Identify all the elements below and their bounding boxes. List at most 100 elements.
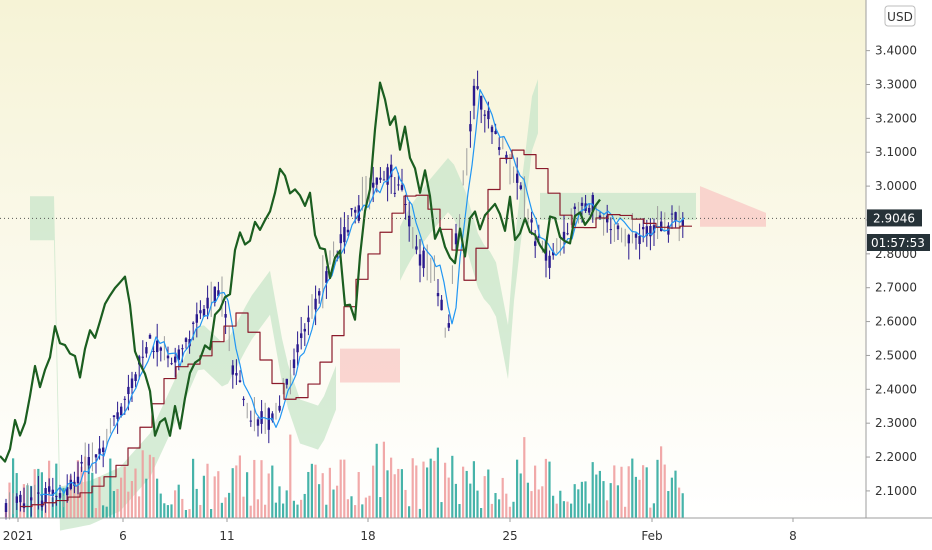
volume-bar [670,477,673,518]
y-tick-label: 2.3000 [875,416,917,430]
volume-bar [674,470,677,518]
indicator-lines [0,81,692,508]
candle-body [681,219,684,227]
candle-body [159,347,162,351]
candle-body [483,114,486,116]
candle-body [260,411,263,424]
cloud-bear-segment [700,186,766,227]
candle-body [206,297,209,309]
volume-bar [462,466,465,518]
volume-bar [274,502,277,518]
candle-body [148,334,152,339]
volume-bar [339,459,342,518]
candle-body [102,447,105,453]
currency-badge[interactable]: USD [884,5,916,27]
volume-bar [580,481,583,518]
volume-bar [336,485,339,518]
candle-body [120,406,123,416]
volume-bar [170,504,173,518]
volume-bar [620,466,623,518]
candle-body [177,349,180,360]
volume-bar [480,508,483,518]
last-price-badge: 2.9046 [867,209,922,227]
candle-body [447,323,450,328]
cloud-bull-segment [540,192,696,220]
volume-bar [400,469,403,518]
volume-bar [127,491,130,518]
volume-bar [397,468,400,518]
candle-body [73,481,76,486]
volume-bar [278,486,281,518]
volume-bar [451,455,454,518]
candle-body [390,164,393,178]
candle-body [174,356,177,363]
x-tick-label: 25 [502,529,517,543]
volume-bar [530,491,533,518]
y-tick-label: 2.5000 [875,348,917,362]
volume-bar [681,493,684,518]
volume-bar [325,504,328,518]
volume-bar [606,500,609,518]
volume-bar [109,458,112,518]
y-tick-label: 2.4000 [875,382,917,396]
x-tick-label: 8 [789,529,797,543]
candle-body [375,177,378,185]
volume-bar [667,491,670,518]
candle-body [271,413,274,421]
volume-bar [289,434,292,518]
candle-body [552,251,555,256]
candle-body [548,255,551,268]
volume-bar [512,501,515,518]
volume-bar [138,496,141,518]
y-tick-label: 3.2000 [875,111,917,125]
y-tick-label: 3.0000 [875,179,917,193]
volume-bar [447,477,450,518]
volume-bar [555,503,558,518]
y-tick-label: 3.3000 [875,78,917,92]
volume-bar [310,463,313,518]
volume-bar [134,468,137,518]
candle-body [627,234,630,244]
volume-bar [562,501,565,518]
candle-body [112,415,116,418]
candle-body [562,231,566,240]
volume-bar [642,465,645,518]
candle-body [498,147,501,150]
candle-body [314,298,317,310]
x-tick-label: 6 [119,529,127,543]
candle-body [48,486,51,492]
volume-bar [436,447,439,518]
volume-bar [145,478,148,518]
volume-bar [616,485,619,518]
candle-body [181,348,184,350]
candle-body [598,215,602,218]
volume-bar [271,465,274,518]
volume-bar [58,497,61,518]
volume-bar [321,473,324,518]
candle-body [400,185,404,190]
candle-body [530,219,533,223]
candle-body [15,496,18,503]
candle-body [213,286,216,303]
volume-bar [638,479,641,518]
volume-bar [591,462,594,518]
volume-bar [112,491,115,518]
currency-label: USD [887,10,913,24]
candle-body [670,213,674,215]
volume-bar [454,483,457,518]
volume-bar [411,458,414,518]
volume-bar [332,489,335,518]
volume-bar [505,493,508,518]
volume-bar [573,484,576,518]
candle-body [300,333,303,338]
candle-body [480,95,483,110]
candle-body [94,454,98,458]
volume-bar [343,459,346,518]
y-tick-label: 2.7000 [875,281,917,295]
volume-bar [656,459,659,518]
volume-bar [537,489,540,518]
volume-bar [372,465,375,518]
volume-bar [264,504,267,518]
